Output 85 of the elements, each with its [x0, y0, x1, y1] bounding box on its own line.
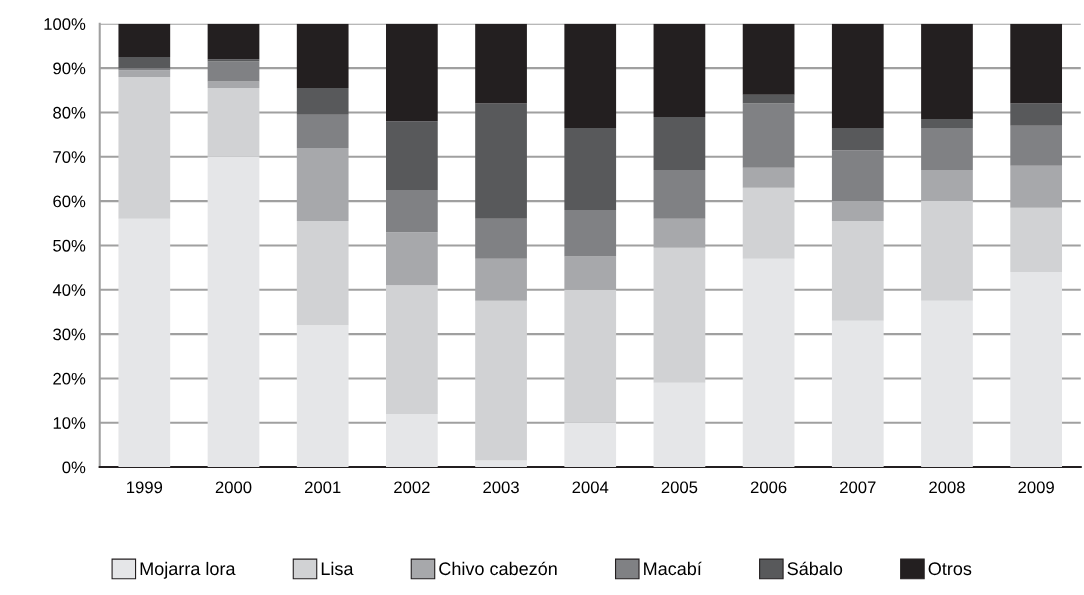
bar	[831, 23, 884, 128]
bar	[207, 61, 260, 82]
bar	[207, 23, 260, 60]
bar	[653, 23, 706, 117]
bar	[207, 81, 260, 89]
bar	[742, 103, 795, 168]
x-tick-label: 2008	[929, 481, 965, 494]
bar	[296, 23, 349, 89]
legend-label: Mojarra lora	[140, 561, 236, 579]
bar	[1010, 103, 1063, 126]
bar	[475, 103, 527, 219]
bar	[921, 127, 973, 171]
bar	[742, 167, 795, 188]
bar	[564, 289, 617, 423]
bar	[296, 88, 349, 115]
x-tick-label: 2009	[1018, 481, 1054, 494]
y-tick-label: 90%	[53, 62, 86, 75]
bar	[475, 23, 527, 104]
y-tick-label: 70%	[53, 151, 86, 163]
legend-label: Sábalo	[787, 561, 843, 576]
bar	[921, 119, 973, 128]
bar	[653, 170, 706, 219]
x-tick-label: 2006	[750, 481, 787, 494]
bar	[475, 460, 527, 468]
bar	[1010, 272, 1063, 468]
bar	[1010, 125, 1063, 166]
x-tick-label: 2007	[840, 481, 876, 494]
y-tick-label: 0%	[62, 461, 86, 474]
bar	[653, 382, 706, 468]
y-tick-label: 60%	[53, 195, 86, 208]
bar	[831, 320, 884, 468]
bar	[564, 209, 617, 257]
bar	[653, 116, 706, 171]
y-tick-label: 40%	[52, 284, 86, 296]
bar	[118, 23, 171, 58]
legend-label: Otros	[928, 562, 972, 576]
bar	[831, 150, 884, 202]
bar	[831, 127, 884, 151]
y-tick-label: 50%	[53, 239, 86, 252]
bar	[564, 23, 617, 128]
bar	[296, 114, 349, 148]
y-tick-label: 80%	[53, 106, 86, 119]
y-tick-label: 20%	[53, 372, 86, 385]
x-tick-label: 2003	[483, 481, 519, 494]
x-tick-label: 2000	[215, 481, 252, 494]
y-tick-label: 10%	[53, 417, 86, 429]
bar	[296, 221, 349, 326]
bar	[118, 76, 171, 219]
legend-label: Lisa	[321, 561, 354, 576]
bar	[742, 94, 795, 104]
bar	[742, 258, 795, 468]
x-tick-label: 2004	[572, 481, 609, 494]
bar	[118, 68, 171, 71]
bar	[118, 57, 171, 69]
legend-label: Chivo cabezón	[439, 561, 557, 576]
x-tick-label: 2005	[661, 481, 698, 494]
bar	[386, 190, 438, 233]
bar	[742, 23, 795, 95]
bar	[564, 422, 617, 468]
bar	[921, 23, 973, 120]
legend-label: Macabí	[644, 561, 702, 576]
bar	[475, 218, 527, 259]
bar	[296, 325, 349, 468]
bar	[831, 221, 884, 321]
bar	[386, 121, 438, 191]
bar	[1010, 23, 1063, 104]
bar	[921, 201, 973, 301]
bar	[207, 88, 260, 157]
bar	[742, 187, 795, 259]
x-tick-label: 2001	[304, 481, 341, 494]
bar	[475, 300, 527, 461]
bar	[921, 300, 973, 468]
bar	[653, 247, 706, 383]
bar	[118, 218, 171, 468]
bar	[386, 23, 438, 122]
x-tick-label: 1999	[127, 481, 163, 494]
bar	[118, 70, 171, 77]
bar	[386, 285, 438, 414]
bar	[386, 413, 438, 468]
x-tick-label: 2002	[394, 481, 430, 494]
y-tick-label: 100%	[44, 18, 86, 30]
y-tick-label: 30%	[53, 328, 86, 341]
bar	[1010, 207, 1063, 273]
bar	[207, 156, 260, 468]
bar	[564, 127, 617, 210]
